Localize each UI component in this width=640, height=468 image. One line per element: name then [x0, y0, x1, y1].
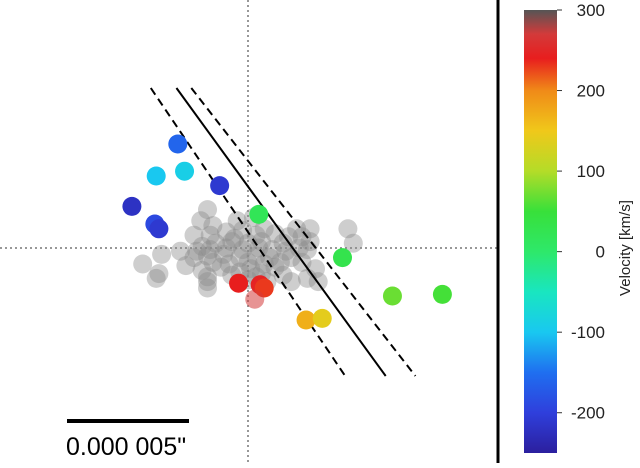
- velocity-point: [312, 308, 332, 328]
- grey-point: [198, 200, 217, 220]
- velocity-point: [175, 161, 195, 181]
- velocity-point: [168, 134, 188, 154]
- fit-lines-layer: [149, 87, 417, 377]
- grey-point: [184, 248, 204, 268]
- grey-point: [152, 244, 172, 264]
- grey-point: [252, 232, 271, 252]
- velocity-points-layer: [122, 134, 452, 330]
- grey-point: [149, 264, 169, 284]
- grey-point: [219, 254, 239, 274]
- grey-point: [192, 236, 212, 256]
- grey-point: [265, 257, 285, 277]
- grey-point: [246, 225, 266, 245]
- dashed-fit-line: [190, 87, 417, 377]
- dashed-fit-line: [149, 87, 347, 377]
- grey-point: [292, 227, 312, 247]
- grey-point: [184, 225, 204, 245]
- colorbar-tick-label: 0: [596, 243, 605, 262]
- colorbar-tick-label: -200: [571, 404, 605, 423]
- velocity-point: [382, 286, 402, 306]
- grey-point: [279, 227, 298, 247]
- velocity-point: [249, 204, 269, 224]
- velocity-point: [146, 166, 166, 186]
- colorbar: 300 200 100 0 -100 -200 Velocity [km/s]: [524, 1, 634, 453]
- grey-point: [249, 238, 269, 258]
- solid-fit-line: [175, 87, 387, 377]
- grey-point: [192, 260, 212, 280]
- grey-point: [262, 240, 282, 260]
- velocity-point: [432, 284, 452, 304]
- grey-point: [200, 240, 220, 260]
- colorbar-tick-label: 200: [577, 82, 605, 101]
- grey-point: [343, 233, 363, 253]
- grey-point: [216, 222, 236, 242]
- grey-point: [203, 252, 223, 272]
- grey-point: [260, 248, 280, 268]
- scale-bar: 0.000 005": [66, 419, 189, 461]
- grey-point: [273, 233, 293, 253]
- grey-point: [287, 219, 307, 239]
- colorbar-label: Velocity [km/s]: [617, 200, 634, 296]
- grey-point: [146, 268, 166, 288]
- velocity-point: [245, 289, 265, 309]
- grey-point: [241, 259, 261, 279]
- colorbar-ticks: 300 200 100 0 -100 -200: [557, 1, 605, 423]
- grey-point: [281, 272, 301, 292]
- grey-point: [238, 233, 258, 253]
- grey-point: [270, 252, 290, 272]
- grey-point: [203, 216, 223, 236]
- grey-point: [176, 256, 196, 276]
- grey-point: [222, 232, 242, 252]
- grey-point: [216, 238, 236, 258]
- grey-point: [289, 238, 309, 258]
- grey-point: [206, 233, 226, 253]
- grey-point: [198, 246, 217, 266]
- plot-area: [0, 0, 498, 463]
- grey-point: [198, 267, 217, 287]
- grey-point: [238, 252, 258, 272]
- colorbar-tick-label: 100: [577, 162, 605, 181]
- grey-point: [233, 240, 253, 260]
- velocity-point: [122, 196, 142, 216]
- grey-point: [338, 219, 358, 239]
- grey-point: [225, 228, 244, 248]
- grey-points-layer: [133, 200, 363, 298]
- colorbar-tick-label: 300: [577, 1, 605, 20]
- grey-point: [200, 225, 220, 245]
- velocity-point: [333, 248, 352, 268]
- grey-point: [133, 254, 153, 274]
- velocity-point: [229, 273, 249, 293]
- grey-point: [211, 257, 231, 277]
- grey-point: [233, 220, 253, 240]
- grey-point: [171, 241, 190, 261]
- grey-point: [254, 219, 274, 239]
- grey-point: [187, 241, 207, 261]
- grey-point: [214, 244, 234, 264]
- velocity-point: [296, 310, 316, 330]
- colorbar-tick-label: -100: [571, 323, 605, 342]
- grey-point: [198, 278, 217, 298]
- velocity-point: [210, 176, 230, 196]
- grey-point: [230, 248, 250, 268]
- colorbar-gradient: [524, 10, 557, 453]
- velocity-point: [149, 219, 169, 239]
- grey-point: [273, 265, 293, 285]
- grey-point: [254, 254, 274, 274]
- grey-point: [198, 272, 217, 292]
- grey-point: [227, 211, 247, 231]
- grey-point: [191, 211, 211, 231]
- scale-bar-label: 0.000 005": [66, 433, 186, 461]
